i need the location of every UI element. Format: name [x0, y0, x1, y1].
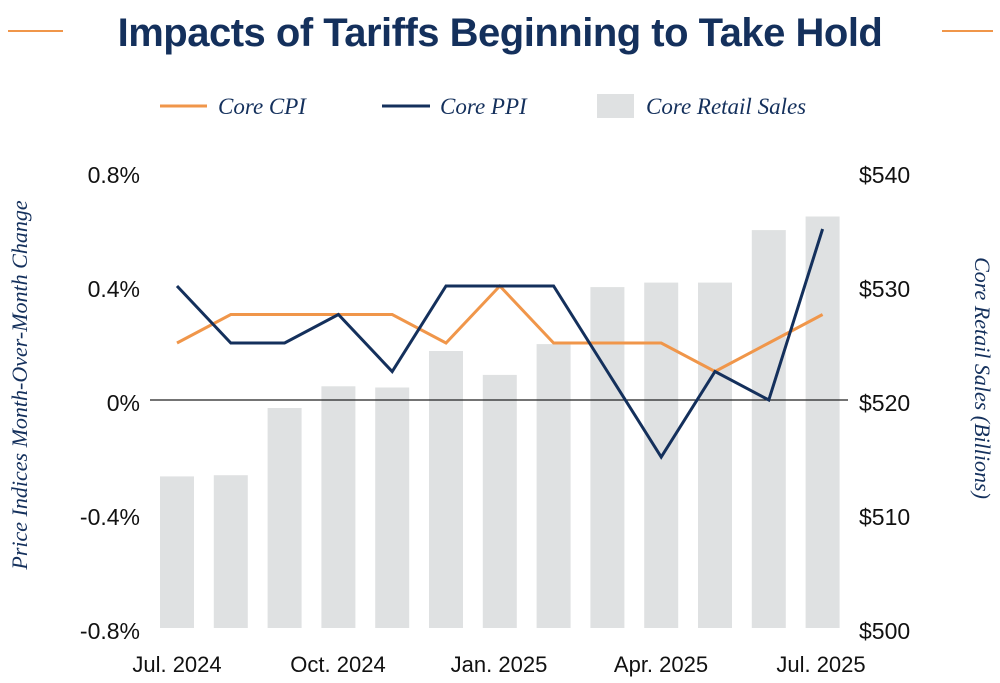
retail-sales-bar [698, 282, 732, 628]
y-left-ticks: 0.8% 0.4% 0% -0.4% -0.8% [80, 162, 140, 644]
y-left-tick: 0.8% [88, 162, 140, 188]
x-tick: Jul. 2024 [132, 652, 221, 677]
core-ppi-line [175, 228, 825, 460]
x-tick: Jan. 2025 [451, 652, 548, 677]
y-right-tick: $530 [859, 276, 910, 302]
legend-bars-label: Core Retail Sales [646, 94, 806, 119]
retail-sales-bar [590, 287, 625, 628]
x-tick: Oct. 2024 [290, 652, 385, 677]
retail-sales-bar [536, 344, 571, 628]
retail-sales-bar [160, 476, 194, 628]
bar-series [160, 216, 840, 628]
y-right-axis-title: Core Retail Sales (Billions) [970, 257, 995, 499]
retail-sales-bar [375, 387, 410, 628]
x-tick: Apr. 2025 [614, 652, 708, 677]
y-right-tick: $500 [859, 618, 910, 644]
y-left-tick: 0.4% [88, 276, 140, 302]
retail-sales-bar [482, 374, 517, 628]
legend-bars-swatch [597, 94, 634, 118]
line-series [175, 228, 825, 460]
y-left-tick: -0.8% [80, 618, 140, 644]
y-left-tick: -0.4% [80, 504, 140, 530]
retail-sales-bar [321, 386, 356, 628]
retail-sales-bar [751, 230, 786, 628]
y-left-axis-title: Price Indices Month-Over-Month Change [7, 200, 32, 570]
y-right-ticks: $540 $530 $520 $510 $500 [859, 162, 910, 644]
legend-ppi-label: Core PPI [440, 94, 528, 119]
retail-sales-bar [805, 216, 840, 628]
y-right-tick: $520 [859, 390, 910, 416]
chart-title: Impacts of Tariffs Beginning to Take Hol… [118, 11, 883, 55]
y-right-tick: $540 [859, 162, 910, 188]
y-right-tick: $510 [859, 504, 910, 530]
retail-sales-bar [267, 408, 302, 628]
y-left-tick: 0% [107, 390, 140, 416]
x-ticks: Jul. 2024 Oct. 2024 Jan. 2025 Apr. 2025 … [132, 652, 865, 677]
retail-sales-bar [429, 351, 463, 628]
legend-cpi-label: Core CPI [218, 94, 307, 119]
x-tick: Jul. 2025 [776, 652, 865, 677]
retail-sales-bar [213, 475, 248, 628]
legend: Core CPI Core PPI Core Retail Sales [160, 94, 806, 119]
